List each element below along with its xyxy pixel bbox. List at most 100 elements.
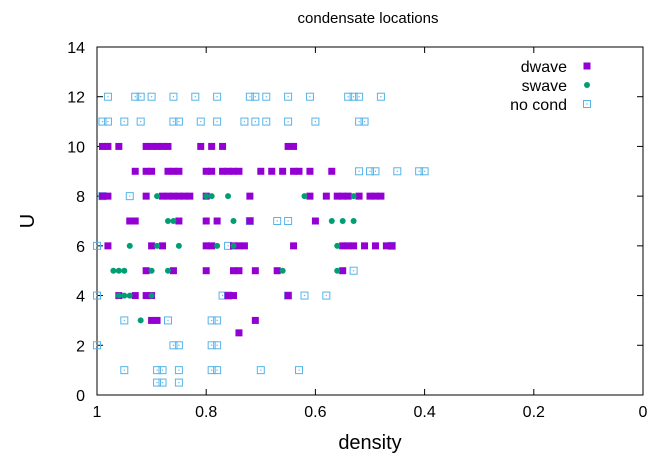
swave-point bbox=[279, 267, 286, 274]
no-cond-point bbox=[360, 117, 369, 126]
no-cond-point bbox=[213, 341, 222, 350]
no-cond-point bbox=[213, 316, 222, 325]
no-cond-point-box bbox=[93, 341, 101, 350]
no-cond-point bbox=[366, 167, 374, 176]
swave-point bbox=[148, 292, 155, 299]
no-cond-point-box bbox=[355, 167, 364, 176]
dwave-point bbox=[328, 167, 336, 175]
dwave-point bbox=[142, 142, 150, 150]
dwave-point bbox=[202, 267, 210, 275]
no-cond-point-dot bbox=[254, 120, 256, 123]
no-cond-point bbox=[207, 316, 216, 325]
swave-point bbox=[203, 193, 210, 200]
no-cond-point bbox=[93, 291, 101, 300]
swave-point bbox=[126, 292, 133, 299]
no-cond-point-box bbox=[360, 117, 369, 126]
no-cond-point bbox=[213, 117, 222, 126]
dwave-point bbox=[339, 267, 347, 275]
legend: dwave swave no cond bbox=[510, 59, 591, 114]
no-cond-point-dot bbox=[243, 120, 246, 123]
dwave-point bbox=[295, 167, 303, 175]
dwave-point bbox=[131, 167, 139, 175]
no-cond-point bbox=[174, 366, 183, 375]
no-cond-point-box bbox=[300, 291, 309, 300]
dwave-point bbox=[186, 192, 194, 200]
no-cond-point-dot bbox=[353, 96, 355, 98]
y-tick-label: 2 bbox=[76, 338, 85, 355]
no-cond-point bbox=[371, 167, 380, 176]
x-axis-title: density bbox=[338, 432, 401, 454]
y-tick-label: 0 bbox=[76, 388, 85, 405]
dwave-point bbox=[366, 192, 374, 200]
no-cond-point bbox=[93, 341, 101, 350]
no-cond-point bbox=[251, 92, 260, 101]
no-cond-point bbox=[120, 117, 129, 126]
swave-point bbox=[115, 292, 122, 299]
dwave-point bbox=[98, 192, 106, 200]
no-cond-point-dot bbox=[260, 369, 262, 371]
no-cond-point-dot bbox=[216, 96, 218, 98]
legend-label-dwave: dwave bbox=[521, 59, 567, 76]
dwave-point bbox=[371, 242, 379, 250]
no-cond-point-box bbox=[349, 266, 358, 275]
no-cond-point bbox=[207, 341, 216, 350]
dwave-point bbox=[142, 167, 150, 175]
no-cond-point bbox=[125, 192, 134, 201]
no-cond-point-dot bbox=[101, 120, 104, 123]
dwave-point bbox=[131, 217, 139, 225]
no-cond-point bbox=[256, 366, 265, 375]
no-cond-point-dot bbox=[172, 96, 175, 98]
no-cond-point-box bbox=[262, 117, 271, 126]
x-tick-label: 0.4 bbox=[413, 404, 435, 421]
no-cond-point-box bbox=[213, 366, 222, 375]
dwave-point bbox=[251, 267, 259, 275]
no-cond-point-box bbox=[174, 117, 183, 126]
no-cond-point-box bbox=[284, 117, 293, 126]
no-cond-point-box bbox=[262, 92, 271, 101]
dwave-point bbox=[175, 217, 183, 225]
dwave-point bbox=[306, 167, 314, 175]
no-cond-point-dot bbox=[309, 96, 311, 98]
no-cond-point-box bbox=[169, 341, 178, 350]
no-cond-point bbox=[136, 117, 145, 126]
no-cond-point-dot bbox=[178, 381, 180, 384]
no-cond-point-dot bbox=[254, 96, 256, 98]
no-cond-point-box bbox=[98, 117, 107, 126]
no-cond-point bbox=[295, 366, 304, 375]
no-cond-point-dot bbox=[172, 344, 175, 346]
dwave-point bbox=[240, 242, 248, 250]
no-cond-point bbox=[262, 92, 271, 101]
no-cond-point-box bbox=[207, 341, 216, 350]
no-cond-point-dot bbox=[211, 344, 213, 346]
no-cond-point-dot bbox=[216, 344, 218, 346]
no-cond-point-box bbox=[355, 117, 364, 126]
dwave-point bbox=[224, 292, 232, 300]
no-cond-point bbox=[169, 341, 178, 350]
no-cond-point-dot bbox=[363, 120, 366, 123]
swave-point bbox=[225, 193, 232, 200]
no-cond-point-box bbox=[213, 92, 222, 101]
no-cond-point-dot bbox=[358, 170, 360, 172]
no-cond-point-box bbox=[169, 117, 178, 126]
swave-point bbox=[110, 267, 117, 274]
no-cond-point-box bbox=[344, 92, 353, 101]
no-cond-point bbox=[284, 117, 293, 126]
no-cond-point-dot bbox=[156, 369, 158, 371]
dwave-point bbox=[208, 142, 216, 150]
no-cond-point bbox=[245, 92, 254, 101]
no-cond-point bbox=[284, 92, 293, 101]
y-tick-label: 12 bbox=[67, 90, 85, 107]
no-cond-point bbox=[300, 291, 309, 300]
dwave-point bbox=[148, 316, 156, 324]
legend-marker-no-cond-box bbox=[583, 100, 591, 108]
dwave-point bbox=[235, 167, 243, 175]
chart-title: condensate locations bbox=[298, 10, 439, 27]
no-cond-point bbox=[98, 117, 107, 126]
swave-point bbox=[121, 292, 128, 299]
no-cond-point bbox=[355, 117, 364, 126]
no-cond-point bbox=[355, 92, 364, 101]
no-cond-point-box bbox=[120, 117, 129, 126]
no-cond-point bbox=[273, 217, 282, 225]
y-tick-label: 14 bbox=[67, 40, 85, 57]
dwave-point bbox=[257, 167, 265, 175]
